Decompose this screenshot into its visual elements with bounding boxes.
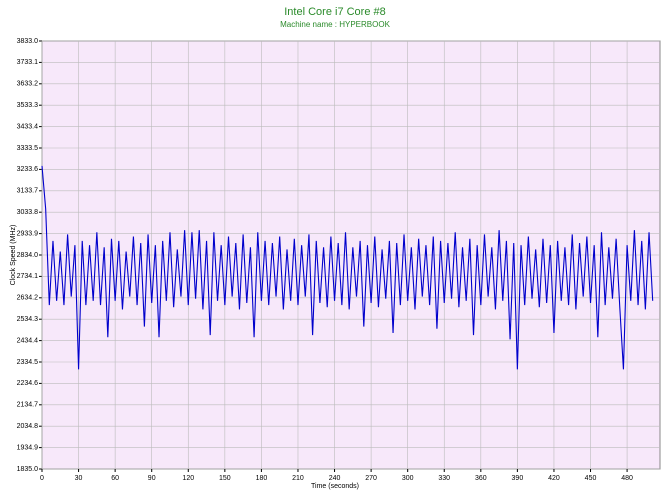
- chart-title: Intel Core i7 Core #8: [284, 6, 386, 18]
- y-tick-label: 3433.4: [17, 123, 39, 130]
- x-tick-label: 480: [621, 475, 633, 482]
- y-tick-label: 2634.2: [17, 295, 39, 302]
- y-tick-label: 2734.1: [17, 273, 39, 280]
- y-tick-label: 2434.4: [17, 337, 39, 344]
- y-tick-label: 3733.1: [17, 59, 39, 66]
- y-tick-label: 2134.7: [17, 402, 39, 409]
- x-tick-label: 60: [111, 475, 119, 482]
- y-tick-label: 3333.5: [17, 145, 39, 152]
- x-tick-label: 390: [512, 475, 524, 482]
- y-tick-label: 3533.3: [17, 102, 39, 109]
- y-tick-label: 3133.7: [17, 188, 39, 195]
- data-line: [41, 165, 654, 370]
- y-tick-label: 2834.0: [17, 252, 39, 259]
- x-tick-label: 360: [475, 475, 487, 482]
- x-tick-label: 90: [148, 475, 156, 482]
- y-tick-label: 2334.5: [17, 359, 39, 366]
- y-axis-label: Clock Speed (MHz): [10, 225, 17, 286]
- x-tick-label: 0: [40, 475, 44, 482]
- x-tick-label: 150: [219, 475, 231, 482]
- x-tick-label: 120: [182, 475, 194, 482]
- y-tick-label: 1934.9: [17, 444, 39, 451]
- x-tick-label: 330: [438, 475, 450, 482]
- x-tick-label: 240: [329, 475, 341, 482]
- x-tick-label: 420: [548, 475, 560, 482]
- x-tick-label: 270: [365, 475, 377, 482]
- y-tick-label: 2534.3: [17, 316, 39, 323]
- y-tick-label: 2034.8: [17, 423, 39, 430]
- x-tick-label: 30: [75, 475, 83, 482]
- x-tick-label: 450: [585, 475, 597, 482]
- x-axis-label: Time (seconds): [311, 483, 359, 490]
- x-tick-label: 180: [256, 475, 268, 482]
- y-tick-label: 3833.0: [17, 38, 39, 45]
- y-tick-label: 3233.6: [17, 166, 39, 173]
- x-tick-label: 300: [402, 475, 414, 482]
- chart-subtitle: Machine name : HYPERBOOK: [280, 20, 390, 29]
- x-tick-label: 210: [292, 475, 304, 482]
- y-tick-label: 2933.9: [17, 230, 39, 237]
- y-tick-label: 3033.8: [17, 209, 39, 216]
- y-tick-label: 2234.6: [17, 380, 39, 387]
- y-tick-label: 1835.0: [17, 466, 39, 473]
- y-tick-label: 3633.2: [17, 81, 39, 88]
